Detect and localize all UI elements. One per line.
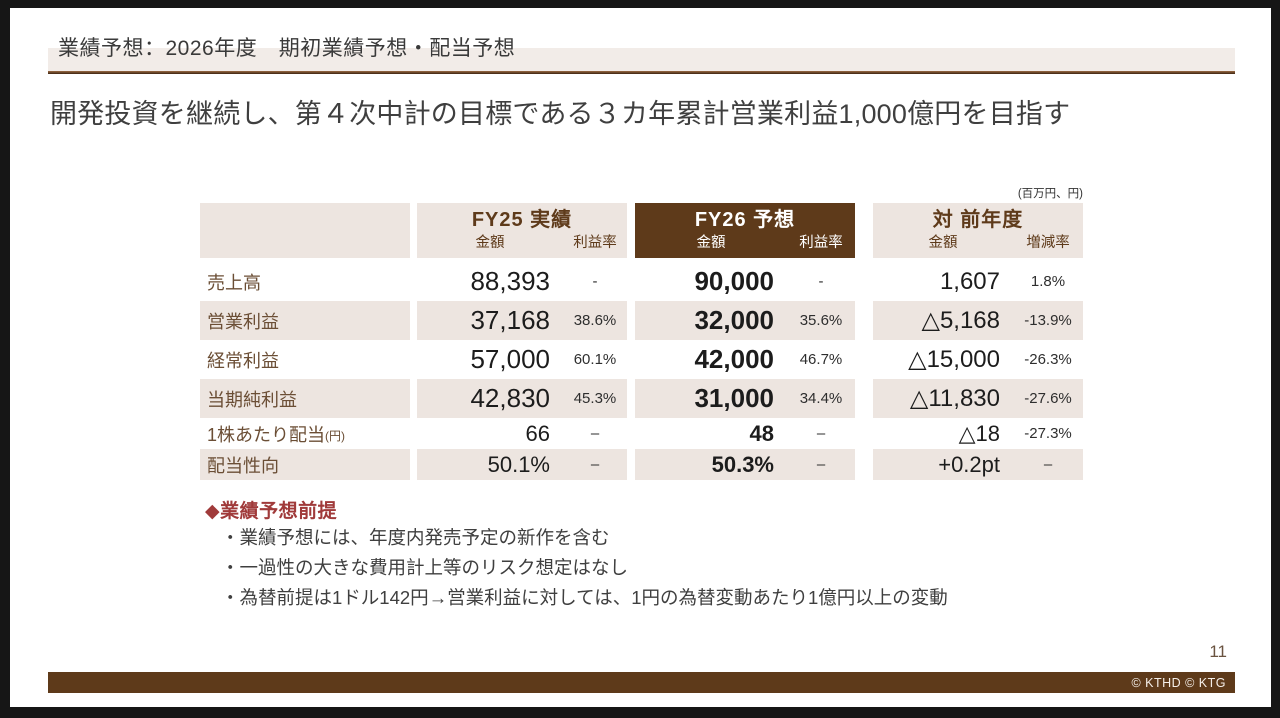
row-label: 営業利益	[200, 301, 410, 340]
header-subrow: 金額 利益率	[635, 233, 855, 258]
fy25-rate: –	[563, 449, 627, 480]
yoy-rate: -27.6%	[1013, 379, 1083, 418]
yoy-amount: +0.2pt	[873, 449, 1013, 480]
table-body: 売上高 88,393 - 90,000 - 1,607 1.8% 営業利益 37…	[200, 262, 1083, 480]
yoy-amount: 1,607	[939, 267, 1000, 295]
yoy-amount: △18	[958, 420, 1000, 446]
fy25-rate: 38.6%	[563, 301, 627, 340]
footer-credit: © KTHD © KTG	[1131, 675, 1226, 690]
row-label-text: 当期純利益	[207, 389, 297, 410]
kicker-title: 業績予想：2026年度 期初業績予想・配当予想	[58, 37, 516, 60]
row-label: 経常利益	[200, 340, 410, 379]
row-label: 売上高	[200, 262, 410, 301]
subheader-amount: 金額	[928, 235, 958, 251]
subheader-rate: 利益率	[799, 235, 843, 251]
row-label-text: 売上高	[207, 272, 261, 293]
fy26-rate: -	[818, 273, 824, 290]
fy25-rate: -	[592, 273, 598, 290]
column-gap	[855, 203, 873, 258]
column-gap	[627, 203, 635, 258]
fy25-amount: 42,830	[417, 379, 563, 418]
table-row-net-sales: 売上高 88,393 - 90,000 - 1,607 1.8%	[200, 262, 1083, 301]
header-subrow: 金額 増減率	[873, 233, 1083, 258]
yoy-amount: △15,000	[908, 346, 1000, 373]
fy25-rate: –	[590, 425, 600, 442]
fy25-amount: 50.1%	[417, 449, 563, 480]
fy26-rate: 34.4%	[787, 379, 855, 418]
header-group-title: 対 前年度	[932, 209, 1024, 231]
subheader-amount: 金額	[696, 235, 726, 251]
yoy-amount: △11,830	[873, 379, 1013, 418]
row-label: 配当性向	[200, 449, 410, 480]
fy26-amount: 48	[749, 420, 774, 446]
subheader-amount: 金額	[475, 235, 505, 251]
forecast-table: FY25 実績 金額 利益率 FY26 予想 金額 利益率 対 前年度 金額	[200, 203, 1083, 480]
table-header: FY25 実績 金額 利益率 FY26 予想 金額 利益率 対 前年度 金額	[200, 203, 1083, 258]
slide-canvas: 業績予想：2026年度 期初業績予想・配当予想 開発投資を継続し、第４次中計の目…	[10, 8, 1271, 707]
fy26-amount: 42,000	[694, 344, 774, 374]
fy26-rate: 35.6%	[787, 301, 855, 340]
note-bullet: ・業績予想には、年度内発売予定の新作を含む	[221, 527, 610, 548]
table-row-operating-profit: 営業利益 37,168 38.6% 32,000 35.6% △5,168 -1…	[200, 301, 1083, 340]
fy26-rate: –	[787, 449, 855, 480]
notes-heading: ◆業績予想前提	[205, 501, 338, 522]
note-bullet: ・一過性の大きな費用計上等のリスク想定はなし	[221, 557, 629, 578]
row-label: 1株あたり配当 (円)	[200, 418, 410, 449]
fy26-amount: 32,000	[635, 301, 787, 340]
header-group-fy25: FY25 実績 金額 利益率	[417, 203, 627, 258]
forecast-assumptions: ◆業績予想前提 ・業績予想には、年度内発売予定の新作を含む ・一過性の大きな費用…	[205, 496, 1105, 613]
fy26-rate: 46.7%	[799, 351, 843, 368]
yoy-amount: △5,168	[873, 301, 1013, 340]
table-row-dividend-per-share: 1株あたり配当 (円) 66 – 48 – △18 -27.3%	[200, 418, 1083, 449]
footer-bar: © KTHD © KTG	[48, 672, 1235, 693]
page-number: 11	[1209, 642, 1227, 661]
fy25-amount: 66	[525, 420, 550, 446]
slide-headline: 開発投資を継続し、第４次中計の目標である３カ年累計営業利益1,000億円を目指す	[50, 99, 1071, 129]
header-subrow: 金額 利益率	[417, 233, 627, 258]
row-label-text: 経常利益	[207, 350, 279, 371]
header-group-title: FY26 予想	[694, 209, 796, 231]
fy25-amount: 57,000	[470, 344, 550, 374]
row-label: 当期純利益	[200, 379, 410, 418]
table-row-payout-ratio: 配当性向 50.1% – 50.3% – +0.2pt –	[200, 449, 1083, 480]
subheader-rate: 増減率	[1026, 235, 1070, 251]
fy26-amount: 31,000	[635, 379, 787, 418]
fy25-amount: 37,168	[417, 301, 563, 340]
yoy-rate: –	[1013, 449, 1083, 480]
column-gap	[410, 203, 417, 258]
header-group-yoy: 対 前年度 金額 増減率	[873, 203, 1083, 258]
yoy-rate: -26.3%	[1024, 351, 1072, 368]
fy26-amount: 90,000	[694, 266, 774, 296]
unit-note: (百万円、円)	[1017, 188, 1083, 200]
yoy-rate: -27.3%	[1024, 425, 1072, 442]
kicker-highlight-bar	[48, 48, 1235, 71]
table-row-net-income: 当期純利益 42,830 45.3% 31,000 34.4% △11,830 …	[200, 379, 1083, 418]
header-group-fy26: FY26 予想 金額 利益率	[635, 203, 855, 258]
yoy-rate: -13.9%	[1013, 301, 1083, 340]
row-label-suffix: (円)	[325, 429, 346, 443]
fy25-rate: 60.1%	[573, 351, 617, 368]
subheader-rate: 利益率	[573, 235, 617, 251]
row-label-text: 配当性向	[207, 455, 279, 476]
note-bullet: ・為替前提は1ドル142円→営業利益に対しては、1円の為替変動あたり1億円以上の…	[221, 587, 948, 608]
fy26-rate: –	[816, 425, 826, 442]
row-label-text: 1株あたり配当	[207, 424, 326, 445]
yoy-rate: 1.8%	[1030, 273, 1066, 290]
fy26-amount: 50.3%	[635, 449, 787, 480]
fy25-amount: 88,393	[470, 266, 550, 296]
header-group-title: FY25 実績	[471, 209, 573, 231]
row-label-text: 営業利益	[207, 311, 279, 332]
header-label-cell	[200, 203, 410, 258]
table-row-ordinary-profit: 経常利益 57,000 60.1% 42,000 46.7% △15,000 -…	[200, 340, 1083, 379]
fy25-rate: 45.3%	[563, 379, 627, 418]
kicker-underline	[48, 71, 1235, 74]
